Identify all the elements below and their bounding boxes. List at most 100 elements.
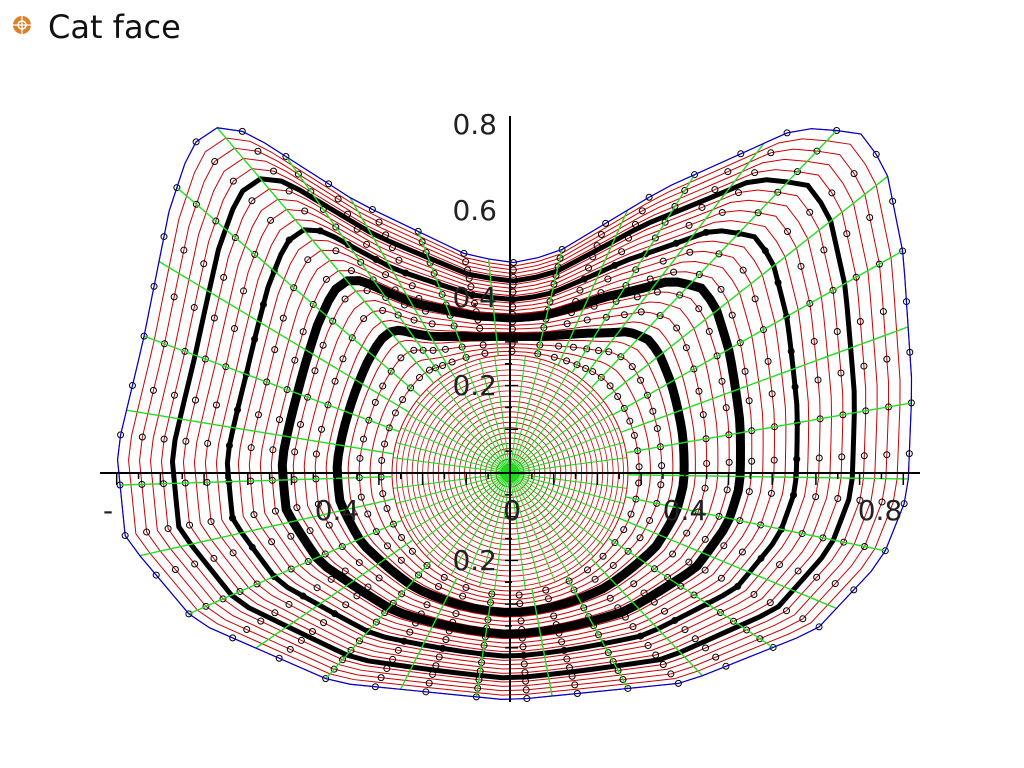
point-marker xyxy=(695,387,703,395)
point-marker xyxy=(348,334,356,342)
point-marker xyxy=(460,249,468,257)
point-marker xyxy=(632,266,640,274)
point-marker xyxy=(385,424,393,432)
point-marker xyxy=(301,207,309,215)
point-marker xyxy=(327,575,335,583)
point-marker xyxy=(477,333,485,341)
point-marker xyxy=(829,286,837,294)
point-marker xyxy=(776,561,784,569)
point-marker xyxy=(718,208,726,216)
point-marker xyxy=(287,532,295,540)
point-marker xyxy=(593,242,601,250)
point-marker xyxy=(293,504,301,512)
inner-spoke xyxy=(509,457,628,474)
point-marker xyxy=(585,264,593,272)
point-marker xyxy=(230,325,238,333)
point-marker xyxy=(715,250,723,258)
point-marker xyxy=(408,547,416,555)
point-marker xyxy=(637,632,645,640)
point-marker xyxy=(229,634,237,642)
point-marker xyxy=(636,332,644,340)
point-marker xyxy=(450,322,458,330)
point-marker xyxy=(659,257,667,265)
point-marker xyxy=(813,573,821,581)
point-marker xyxy=(595,347,603,355)
point-marker xyxy=(408,282,416,290)
point-marker xyxy=(360,435,368,443)
point-marker xyxy=(734,189,742,197)
point-marker xyxy=(597,231,605,239)
inner-spoke xyxy=(437,472,511,567)
point-marker xyxy=(236,587,244,595)
point-marker xyxy=(251,335,259,343)
point-marker xyxy=(703,600,711,608)
inner-spoke xyxy=(509,472,526,591)
point-marker xyxy=(737,150,745,158)
point-marker xyxy=(702,228,710,236)
point-marker xyxy=(695,305,703,313)
inner-spoke xyxy=(509,472,625,505)
point-marker xyxy=(745,488,753,496)
inner-spoke xyxy=(400,427,511,474)
point-marker xyxy=(860,452,868,460)
point-marker xyxy=(580,275,588,283)
point-marker xyxy=(717,574,725,582)
point-marker xyxy=(793,168,801,176)
y-tick-label: 0.4 xyxy=(452,281,497,314)
point-marker xyxy=(186,521,194,529)
point-marker xyxy=(160,435,168,443)
point-marker xyxy=(181,347,189,355)
point-marker xyxy=(875,260,883,268)
point-marker xyxy=(339,430,347,438)
point-marker xyxy=(774,188,782,196)
point-marker xyxy=(152,571,160,579)
point-marker xyxy=(757,554,765,562)
point-marker xyxy=(270,267,278,275)
point-marker xyxy=(192,138,200,146)
point-marker xyxy=(331,377,339,385)
point-marker xyxy=(270,167,278,175)
point-marker xyxy=(322,275,330,283)
point-marker xyxy=(462,583,470,591)
point-marker xyxy=(682,344,690,352)
radial-line xyxy=(590,130,838,389)
point-marker xyxy=(416,374,424,382)
point-marker xyxy=(769,643,777,651)
point-marker xyxy=(580,604,588,612)
inner-spoke xyxy=(509,400,604,474)
point-marker xyxy=(439,644,447,652)
radial-line xyxy=(607,537,774,649)
inner-spoke xyxy=(392,457,511,474)
point-marker xyxy=(418,238,426,246)
point-marker xyxy=(304,393,312,401)
point-marker xyxy=(681,187,689,195)
point-marker xyxy=(716,608,724,616)
point-marker xyxy=(637,308,645,316)
point-marker xyxy=(591,575,599,583)
point-marker xyxy=(599,585,607,593)
point-marker xyxy=(191,396,199,404)
point-marker xyxy=(636,534,644,542)
point-marker xyxy=(316,227,324,235)
point-marker xyxy=(263,378,271,386)
point-marker xyxy=(783,607,791,615)
point-marker xyxy=(547,603,555,611)
point-marker xyxy=(604,649,612,657)
point-marker xyxy=(701,535,709,543)
inner-spoke xyxy=(494,472,511,591)
point-marker xyxy=(138,433,146,441)
radial-line xyxy=(120,475,393,486)
point-marker xyxy=(767,149,775,157)
point-marker xyxy=(257,617,265,625)
point-marker xyxy=(767,489,775,497)
point-marker xyxy=(459,592,467,600)
point-marker xyxy=(382,271,390,279)
point-marker xyxy=(395,256,403,264)
point-marker xyxy=(240,287,248,295)
inner-spoke xyxy=(509,472,628,489)
point-marker xyxy=(430,269,438,277)
point-marker xyxy=(325,521,333,529)
point-marker xyxy=(658,462,666,470)
point-marker xyxy=(229,549,237,557)
point-marker xyxy=(806,299,814,307)
